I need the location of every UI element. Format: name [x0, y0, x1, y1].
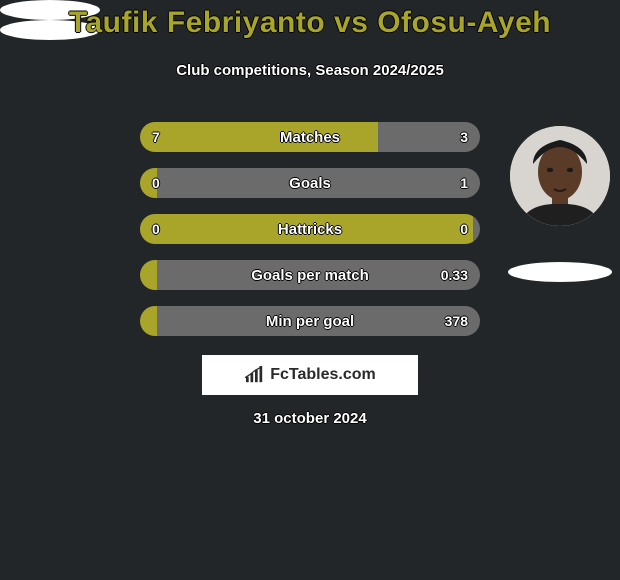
stat-value-left: 7: [152, 122, 160, 152]
player-right-placeholder: [508, 262, 612, 282]
player-right-avatar: [510, 126, 610, 226]
stat-value-right: 3: [460, 122, 468, 152]
stat-value-right: 1: [460, 168, 468, 198]
brand-badge: FcTables.com: [202, 355, 418, 395]
brand-text: FcTables.com: [270, 366, 376, 384]
stat-bar-right: [473, 214, 480, 244]
subtitle: Club competitions, Season 2024/2025: [0, 62, 620, 79]
bar-chart-icon: [244, 366, 266, 384]
stat-row: Goals per match0.33: [140, 260, 480, 290]
stat-row: Goals01: [140, 168, 480, 198]
stat-bar-left: [140, 214, 473, 244]
stat-bar-right: [157, 260, 480, 290]
stat-value-right: 0.33: [441, 260, 468, 290]
stat-value-left: 0: [152, 168, 160, 198]
stat-bar-left: [140, 260, 157, 290]
stat-value-right: 0: [460, 214, 468, 244]
stat-bar-right: [157, 306, 480, 336]
stat-value-left: 0: [152, 214, 160, 244]
date-stamp: 31 october 2024: [0, 410, 620, 427]
stat-value-right: 378: [445, 306, 468, 336]
stat-bars: Matches73Goals01Hattricks00Goals per mat…: [140, 122, 480, 352]
stat-row: Hattricks00: [140, 214, 480, 244]
comparison-infographic: Taufik Febriyanto vs Ofosu-Ayeh Club com…: [0, 0, 620, 580]
headline: Taufik Febriyanto vs Ofosu-Ayeh: [0, 6, 620, 40]
stat-row: Matches73: [140, 122, 480, 152]
stat-bar-right: [157, 168, 480, 198]
stat-bar-left: [140, 122, 378, 152]
stat-bar-left: [140, 306, 157, 336]
stat-row: Min per goal378: [140, 306, 480, 336]
